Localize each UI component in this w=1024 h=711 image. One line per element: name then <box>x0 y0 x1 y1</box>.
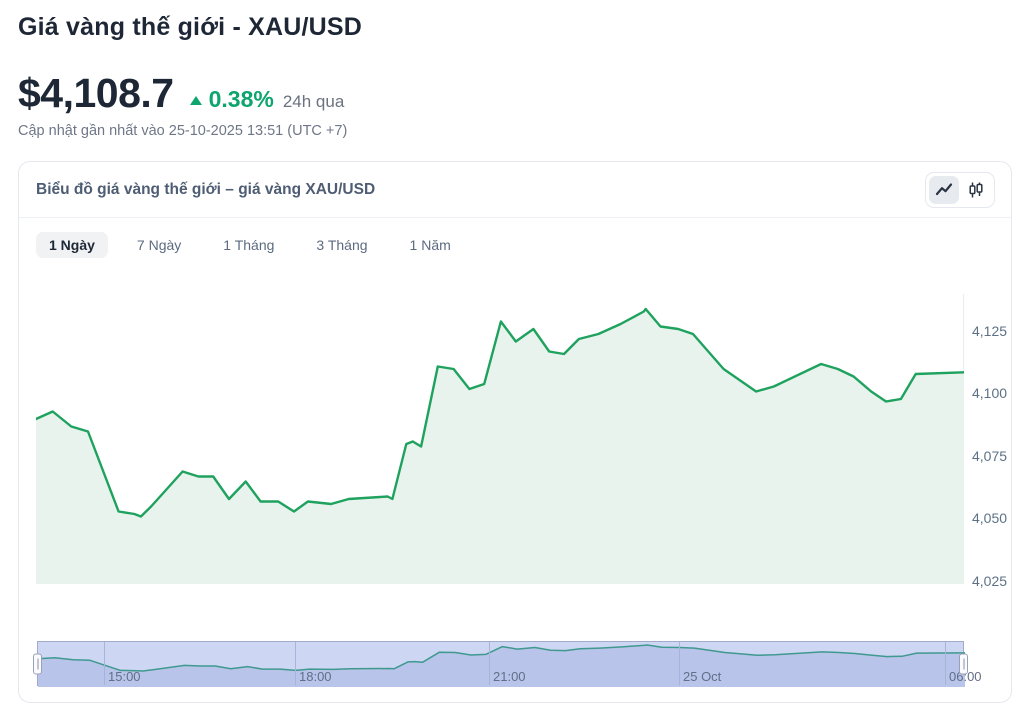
range-tabs: 1 Ngày 7 Ngày 1 Tháng 3 Tháng 1 Năm <box>19 218 1011 258</box>
navigator-right-handle[interactable] <box>959 653 968 674</box>
price-line <box>36 307 964 518</box>
y-axis-label: 4,125 <box>972 322 1008 339</box>
tab-3-months[interactable]: 3 Tháng <box>303 232 380 258</box>
chart-card-header: Biểu đồ giá vàng thế giới – giá vàng XAU… <box>19 162 1011 217</box>
chart-type-toggle <box>925 171 995 208</box>
tab-1-month[interactable]: 1 Tháng <box>210 232 287 258</box>
y-axis-label: 4,100 <box>972 385 1008 401</box>
tab-1-year[interactable]: 1 Năm <box>397 232 464 258</box>
arrow-up-icon <box>189 96 202 105</box>
y-axis-label: 4,075 <box>972 447 1008 464</box>
nav-gridline <box>104 642 105 685</box>
change-period: 24h qua <box>282 92 345 111</box>
price-row: $4,108.7 0.38% 24h qua <box>18 70 1012 117</box>
tab-7-days[interactable]: 7 Ngày <box>124 232 194 258</box>
change-percent: 0.38% <box>208 86 274 112</box>
nav-gridline <box>295 642 296 685</box>
nav-time-label: 18:00 <box>299 669 332 684</box>
nav-time-label: 21:00 <box>493 669 526 684</box>
navigator-left-handle[interactable] <box>33 653 42 674</box>
chart-card: Biểu đồ giá vàng thế giới – giá vàng XAU… <box>18 161 1012 703</box>
price-area <box>36 309 964 584</box>
last-updated-text: Cập nhật gần nhất vào 25-10-2025 13:51 (… <box>18 123 348 139</box>
line-chart-icon <box>934 180 954 200</box>
page-title: Giá vàng thế giới - XAU/USD <box>18 13 363 41</box>
nav-gridline <box>679 642 680 685</box>
nav-time-label: 15:00 <box>108 669 141 684</box>
nav-gridline <box>489 642 490 685</box>
navigator-area <box>38 645 965 687</box>
nav-time-label: 25 Oct <box>683 669 722 684</box>
current-price: $4,108.7 <box>18 70 174 116</box>
navigator[interactable]: 15:00 18:00 21:00 25 Oct 06:00 <box>33 641 982 687</box>
main-chart-area[interactable]: 4,125 4,100 4,075 4,050 4,025 <box>36 294 1007 589</box>
main-price-chart <box>36 307 964 584</box>
tab-1-day[interactable]: 1 Ngày <box>36 232 108 258</box>
candlestick-chart-button[interactable] <box>961 176 991 204</box>
navigator-line <box>38 644 965 672</box>
line-chart-button[interactable] <box>929 175 959 204</box>
y-axis-label: 4,025 <box>972 572 1008 589</box>
chart-card-title: Biểu đồ giá vàng thế giới – giá vàng XAU… <box>36 180 376 198</box>
price-change: 0.38% <box>189 86 274 113</box>
nav-gridline <box>945 642 946 685</box>
nav-time-label: 06:00 <box>949 669 982 684</box>
navigator-chart <box>38 644 965 687</box>
y-axis-label: 4,050 <box>972 510 1008 526</box>
candlestick-icon <box>966 180 986 200</box>
header-divider <box>19 217 1011 218</box>
y-axis: 4,125 4,100 4,075 4,050 4,025 <box>963 294 1023 589</box>
